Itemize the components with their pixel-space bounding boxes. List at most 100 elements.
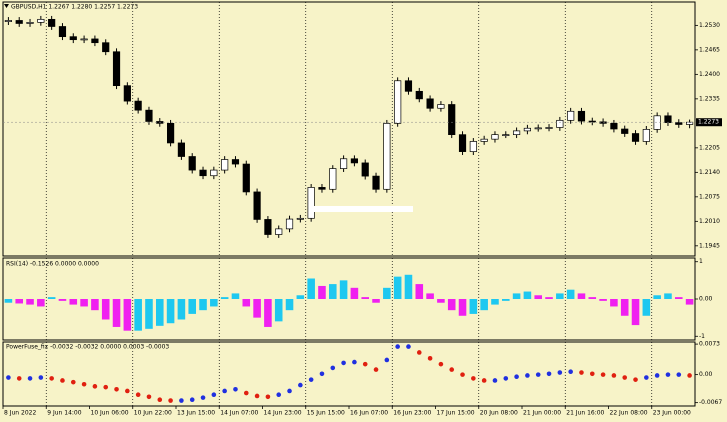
y-tick-label: -1 bbox=[699, 333, 705, 340]
indicator-dot bbox=[557, 370, 563, 375]
histogram-bar bbox=[577, 293, 586, 299]
panel-frame bbox=[2, 1, 696, 257]
candle-body bbox=[307, 187, 315, 219]
indicator-dot bbox=[70, 379, 76, 385]
y-tick-label: 0.00 bbox=[699, 371, 713, 378]
x-tick-label: 17 Jun 15:00 bbox=[437, 410, 475, 417]
histogram-bar bbox=[112, 299, 121, 327]
candle-body bbox=[599, 121, 607, 124]
histogram-bar bbox=[91, 299, 99, 311]
histogram-bar bbox=[350, 287, 359, 299]
candle-body bbox=[404, 80, 413, 92]
candle-body bbox=[91, 38, 99, 44]
indicator-dot bbox=[600, 372, 606, 377]
indicator-dot bbox=[654, 373, 660, 378]
histogram-bar bbox=[664, 293, 672, 299]
indicator-dot bbox=[27, 376, 33, 381]
candle-body bbox=[610, 122, 618, 130]
candle-body bbox=[545, 127, 553, 129]
histogram-bar bbox=[274, 299, 283, 322]
histogram-bar bbox=[426, 293, 434, 299]
candle-body bbox=[512, 130, 521, 136]
indicator-dot bbox=[460, 372, 465, 377]
candle-body bbox=[26, 22, 34, 24]
histogram-bar bbox=[588, 297, 597, 299]
histogram-bar bbox=[253, 299, 261, 318]
x-tick-label: 10 Jun 06:00 bbox=[91, 410, 129, 417]
indicator-dot bbox=[362, 361, 368, 367]
indicator-dot bbox=[308, 377, 314, 382]
candle-body bbox=[296, 217, 304, 220]
indicator-dot bbox=[622, 375, 628, 380]
histogram-bar bbox=[458, 299, 467, 316]
indicator-dot bbox=[416, 350, 422, 355]
candle-body bbox=[210, 169, 218, 177]
y-tick-label: 1.2400 bbox=[699, 71, 720, 78]
candle-body bbox=[242, 163, 250, 193]
histogram-bar bbox=[166, 299, 175, 324]
overlay-box bbox=[313, 206, 413, 212]
candle-body bbox=[264, 219, 272, 235]
histogram-bar bbox=[383, 287, 391, 299]
candle-body bbox=[145, 109, 153, 122]
histogram-bar bbox=[47, 297, 56, 299]
candle-body bbox=[15, 20, 23, 24]
candle-body bbox=[350, 158, 359, 164]
indicator-dot bbox=[395, 344, 400, 349]
histogram-bar bbox=[26, 299, 34, 305]
indicator-dot bbox=[103, 384, 109, 390]
candle-body bbox=[253, 191, 261, 220]
indicator-dot bbox=[341, 360, 346, 366]
indicator-dot bbox=[330, 365, 336, 371]
candle-body bbox=[275, 228, 283, 235]
histogram-bar bbox=[534, 295, 543, 299]
indicator-dot bbox=[676, 372, 682, 377]
rsi-title: RSI(14) -0.1526 0.0000 0.0000 bbox=[6, 261, 99, 268]
candle-body bbox=[167, 122, 175, 144]
indicator-dot bbox=[114, 386, 119, 392]
indicator-dot bbox=[406, 344, 411, 349]
candle-body bbox=[469, 141, 477, 152]
candle-body bbox=[340, 158, 348, 169]
x-tick-label: 16 Jun 23:00 bbox=[393, 410, 431, 417]
histogram-bar bbox=[231, 293, 240, 299]
indicator-dot bbox=[254, 393, 260, 399]
candle-body bbox=[653, 115, 661, 130]
last-price-label: 1.2273 bbox=[698, 119, 719, 126]
indicator-dot bbox=[525, 373, 530, 378]
histogram-bar bbox=[501, 299, 510, 301]
candle-body bbox=[631, 133, 640, 142]
candle-body bbox=[675, 122, 683, 125]
x-tick-label: 14 Jun 07:00 bbox=[220, 410, 258, 417]
y-tick-label: 1.2010 bbox=[699, 218, 720, 225]
candle-body bbox=[426, 98, 434, 109]
histogram-bar bbox=[631, 299, 640, 326]
candle-body bbox=[361, 162, 369, 177]
histogram-bar bbox=[393, 276, 402, 299]
histogram-bar bbox=[447, 299, 456, 311]
y-tick-label: 0.0073 bbox=[699, 341, 720, 348]
indicator-dot bbox=[687, 373, 692, 378]
indicator-dot bbox=[38, 375, 44, 380]
histogram-bar bbox=[491, 299, 499, 305]
candle-body bbox=[285, 218, 294, 230]
last-price-tag bbox=[696, 118, 722, 127]
candle-body bbox=[372, 175, 380, 190]
indicator-dot bbox=[589, 371, 595, 377]
candle-body bbox=[664, 115, 672, 123]
y-tick-label: 0.00 bbox=[699, 296, 713, 303]
indicator-dot bbox=[438, 361, 444, 367]
indicator-dot bbox=[6, 375, 11, 380]
histogram-bar bbox=[674, 297, 683, 299]
y-tick-label: 1 bbox=[699, 258, 703, 265]
histogram-bar bbox=[242, 299, 251, 307]
histogram-bar bbox=[15, 299, 24, 304]
histogram-bar bbox=[123, 299, 132, 331]
histogram-bar bbox=[296, 295, 305, 299]
histogram-bar bbox=[210, 299, 218, 307]
histogram-bar bbox=[264, 299, 272, 327]
histogram-bar bbox=[80, 299, 88, 307]
indicator-dot bbox=[568, 369, 573, 374]
histogram-bar bbox=[556, 293, 564, 299]
